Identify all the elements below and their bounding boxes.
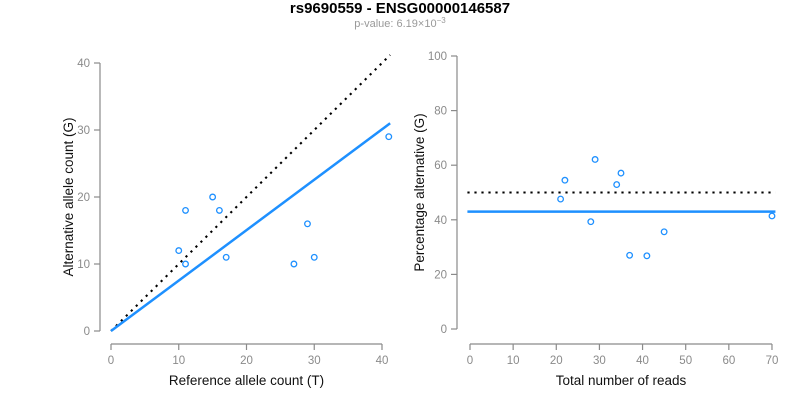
data-point (209, 193, 217, 201)
data-point (617, 169, 625, 177)
x-tick-label: 30 (308, 355, 321, 367)
x-tick-label: 10 (507, 355, 520, 367)
data-point (182, 260, 189, 268)
pvalue-text: p-value: 6.19×10 (354, 18, 437, 30)
y-tick-label: 30 (77, 125, 90, 137)
data-point (310, 253, 318, 261)
data-point (768, 212, 776, 220)
data-point (591, 156, 599, 163)
data-point (613, 181, 621, 189)
y-axis-title: Percentage alternative (G) (412, 113, 427, 271)
y-tick-label: 40 (434, 215, 447, 227)
data-point (215, 206, 223, 214)
data-point (175, 247, 183, 255)
data-point (587, 218, 595, 226)
data-point (290, 260, 298, 268)
data-point (385, 133, 393, 141)
x-tick-label: 50 (679, 355, 692, 367)
y-tick-label: 40 (77, 58, 90, 70)
scatter-panel-allele-counts: 0 10 20 30 40 0 10 20 30 40 Reference allele count… (61, 54, 393, 388)
x-tick-label: 40 (636, 355, 649, 367)
data-point (557, 195, 565, 203)
y-tick-label: 10 (77, 259, 90, 271)
y-tick-label: 0 (84, 326, 90, 338)
y-tick-label: 20 (77, 192, 90, 204)
scatter-panel-percentage: 0 10 20 30 40 50 60 70 0 20 40 60 80 100 Total number … (412, 51, 779, 388)
x-tick-label: 20 (240, 355, 253, 367)
data-point (222, 253, 230, 261)
x-axis-title: Reference allele count (T) (169, 373, 324, 388)
data-point (660, 228, 668, 236)
x-axis-title: Total number of reads (556, 373, 687, 388)
x-tick-label: 10 (172, 355, 185, 367)
y-axis-title: Alternative allele count (G) (61, 117, 76, 276)
x-tick-label: 70 (766, 355, 779, 367)
regression-line (110, 122, 391, 333)
x-tick-label: 30 (593, 355, 606, 367)
x-tick-label: 0 (467, 355, 473, 367)
y-tick-label: 20 (434, 269, 447, 281)
pvalue-exponent: −3 (436, 16, 446, 25)
data-point (643, 252, 651, 260)
y-tick-label: 80 (434, 106, 447, 118)
y-tick-label: 60 (434, 160, 447, 172)
y-tick-label: 0 (441, 324, 447, 336)
identity-line (110, 54, 391, 332)
plot-subtitle: p-value: 6.19×10−3 (0, 17, 800, 32)
data-point (626, 251, 634, 259)
data-point (304, 220, 311, 228)
x-tick-label: 0 (108, 355, 114, 367)
data-point (182, 206, 189, 214)
plot-title: rs9690559 - ENSG00000146587 (289, 0, 511, 17)
x-tick-label: 60 (722, 355, 735, 367)
y-tick-label: 100 (428, 51, 447, 63)
x-tick-label: 40 (376, 355, 389, 367)
data-point (561, 176, 569, 184)
x-tick-label: 20 (550, 355, 563, 367)
